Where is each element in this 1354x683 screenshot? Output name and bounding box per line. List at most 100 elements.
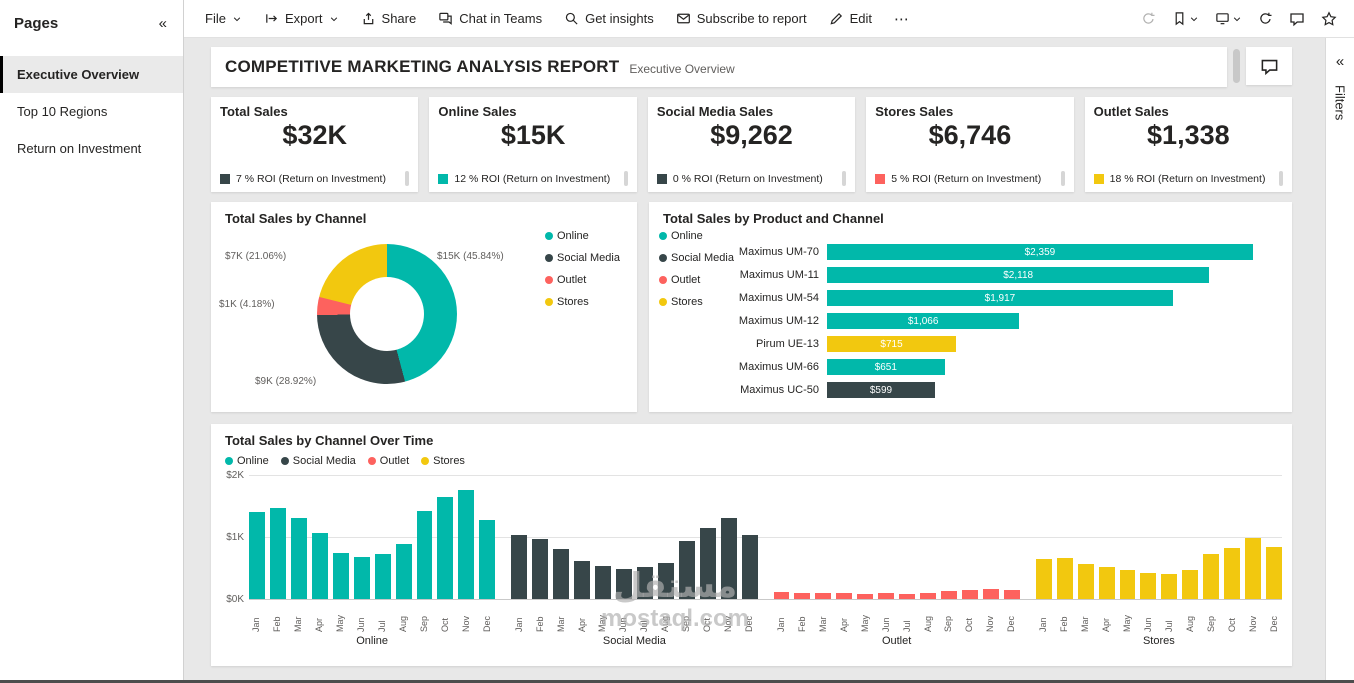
bar-social-media-mar[interactable]	[553, 549, 570, 599]
bar-maximus-um-70[interactable]: $2,359	[827, 244, 1253, 260]
bar-maximus-um-66[interactable]: $651	[827, 359, 945, 375]
donut-chart[interactable]	[317, 244, 457, 384]
more-options-button[interactable]: ⋯	[885, 5, 918, 33]
legend-item-online[interactable]: Online	[225, 455, 269, 467]
bar-online-mar[interactable]	[290, 518, 307, 599]
bar-social-media-jan[interactable]	[511, 535, 528, 599]
bar-outlet-feb[interactable]	[794, 593, 811, 599]
legend-item-online[interactable]: Online	[545, 230, 620, 242]
bar-outlet-apr[interactable]	[836, 593, 853, 599]
bar-category-label: Maximus UC-50	[740, 384, 819, 396]
bar-online-jan[interactable]	[249, 512, 265, 599]
legend-item-social-media[interactable]: Social Media	[659, 252, 734, 264]
bar-outlet-aug[interactable]	[920, 593, 936, 599]
bar-online-sep[interactable]	[416, 511, 433, 599]
bar-outlet-jan[interactable]	[773, 592, 790, 599]
bar-online-oct[interactable]	[437, 497, 454, 599]
bar-outlet-sep[interactable]	[941, 591, 957, 599]
legend-item-stores[interactable]: Stores	[659, 296, 734, 308]
kpi-scrollbar[interactable]	[1060, 171, 1065, 186]
bar-social-media-jun[interactable]	[615, 569, 632, 599]
legend-item-outlet[interactable]: Outlet	[545, 274, 620, 286]
toolbar-export-button[interactable]: Export	[255, 6, 348, 31]
legend-item-stores[interactable]: Stores	[545, 296, 620, 308]
bar-stores-jun[interactable]	[1140, 573, 1157, 599]
bar-stores-may[interactable]	[1119, 570, 1136, 599]
bar-online-aug[interactable]	[395, 544, 412, 599]
kpi-scrollbar[interactable]	[405, 171, 410, 186]
donut-legend: Online Social Media Outlet Stores	[545, 230, 620, 308]
product-bars: Maximus UM-70 $2,359 Maximus UM-11 $2,118 Ma…	[649, 226, 1292, 398]
kpi-scrollbar[interactable]	[623, 171, 628, 186]
toolbar-edit-button[interactable]: Edit	[820, 6, 881, 31]
bar-maximus-um-54[interactable]: $1,917	[827, 290, 1173, 306]
bar-social-media-may[interactable]	[595, 566, 611, 599]
bar-outlet-oct[interactable]	[961, 590, 978, 599]
bookmark-button[interactable]	[1165, 6, 1206, 31]
bar-online-apr[interactable]	[311, 533, 328, 599]
bar-stores-nov[interactable]	[1245, 538, 1262, 599]
bar-online-jun[interactable]	[353, 557, 370, 599]
comment-button[interactable]	[1246, 47, 1292, 85]
sidebar-item-executive-overview[interactable]: Executive Overview	[0, 56, 183, 93]
sidebar-item-top-10-regions[interactable]: Top 10 Regions	[17, 104, 108, 119]
bar-outlet-jul[interactable]	[899, 594, 916, 599]
legend-item-online[interactable]: Online	[659, 230, 734, 242]
month-tick: Oct	[1224, 602, 1240, 632]
report-header-row: COMPETITIVE MARKETING ANALYSIS REPORT Ex…	[211, 47, 1292, 87]
bar-stores-sep[interactable]	[1203, 554, 1220, 599]
bar-outlet-may[interactable]	[857, 594, 874, 599]
bar-social-media-apr[interactable]	[574, 561, 590, 599]
toolbar-get-insights-button[interactable]: Get insights	[555, 6, 663, 31]
toolbar-file-button[interactable]: File	[196, 6, 251, 31]
reset-button[interactable]	[1134, 6, 1163, 31]
toolbar-share-button[interactable]: Share	[352, 6, 426, 31]
bar-social-media-dec[interactable]	[741, 535, 758, 599]
bar-online-dec[interactable]	[479, 520, 496, 599]
bar-outlet-jun[interactable]	[878, 593, 895, 599]
bar-stores-apr[interactable]	[1098, 567, 1115, 599]
bar-maximus-uc-50[interactable]: $599	[827, 382, 935, 398]
toolbar-subscribe-to-report-button[interactable]: Subscribe to report	[667, 6, 816, 31]
kpi-scrollbar[interactable]	[842, 171, 847, 186]
bar-stores-oct[interactable]	[1224, 548, 1241, 599]
bar-online-nov[interactable]	[458, 490, 475, 599]
bar-outlet-mar[interactable]	[815, 593, 832, 599]
legend-item-outlet[interactable]: Outlet	[659, 274, 734, 286]
legend-item-outlet[interactable]: Outlet	[367, 455, 409, 467]
legend-item-stores[interactable]: Stores	[421, 455, 465, 467]
bar-maximus-um-12[interactable]: $1,066	[827, 313, 1020, 329]
bar-maximus-um-11[interactable]: $2,118	[827, 267, 1210, 283]
bar-stores-mar[interactable]	[1077, 564, 1094, 599]
bar-online-jul[interactable]	[374, 554, 391, 599]
bar-social-media-nov[interactable]	[720, 518, 737, 599]
view-button[interactable]	[1208, 6, 1249, 31]
bar-stores-jul[interactable]	[1161, 574, 1178, 599]
month-label: Jul	[639, 620, 650, 632]
kpi-scrollbar[interactable]	[1279, 171, 1284, 186]
legend-item-social-media[interactable]: Social Media	[545, 252, 620, 264]
bar-online-may[interactable]	[332, 553, 349, 599]
bar-outlet-dec[interactable]	[1003, 590, 1020, 599]
bar-social-media-feb[interactable]	[532, 539, 549, 599]
sidebar-item-return-on-investment[interactable]: Return on Investment	[17, 141, 142, 156]
bar-social-media-oct[interactable]	[699, 528, 716, 599]
comment-button[interactable]	[1282, 6, 1312, 32]
bar-social-media-sep[interactable]	[678, 541, 695, 599]
bar-stores-dec[interactable]	[1266, 547, 1282, 599]
favorite-button[interactable]	[1314, 6, 1344, 32]
bar-pirum-ue-13[interactable]: $715	[827, 336, 957, 352]
bar-online-feb[interactable]	[269, 508, 286, 599]
bar-stores-jan[interactable]	[1035, 559, 1052, 599]
bar-social-media-aug[interactable]	[657, 563, 674, 599]
bar-stores-aug[interactable]	[1182, 570, 1199, 599]
collapse-pages-icon[interactable]: «	[158, 15, 167, 32]
bar-social-media-jul[interactable]	[636, 567, 653, 599]
legend-item-social-media[interactable]: Social Media	[280, 455, 356, 467]
expand-filters-icon[interactable]: «	[1335, 53, 1345, 70]
bar-stores-feb[interactable]	[1056, 558, 1073, 599]
bar-outlet-nov[interactable]	[982, 589, 999, 599]
toolbar-chat-in-teams-button[interactable]: Chat in Teams	[429, 6, 551, 31]
refresh-button[interactable]	[1251, 6, 1280, 31]
canvas-scrollbar[interactable]	[1233, 49, 1240, 83]
